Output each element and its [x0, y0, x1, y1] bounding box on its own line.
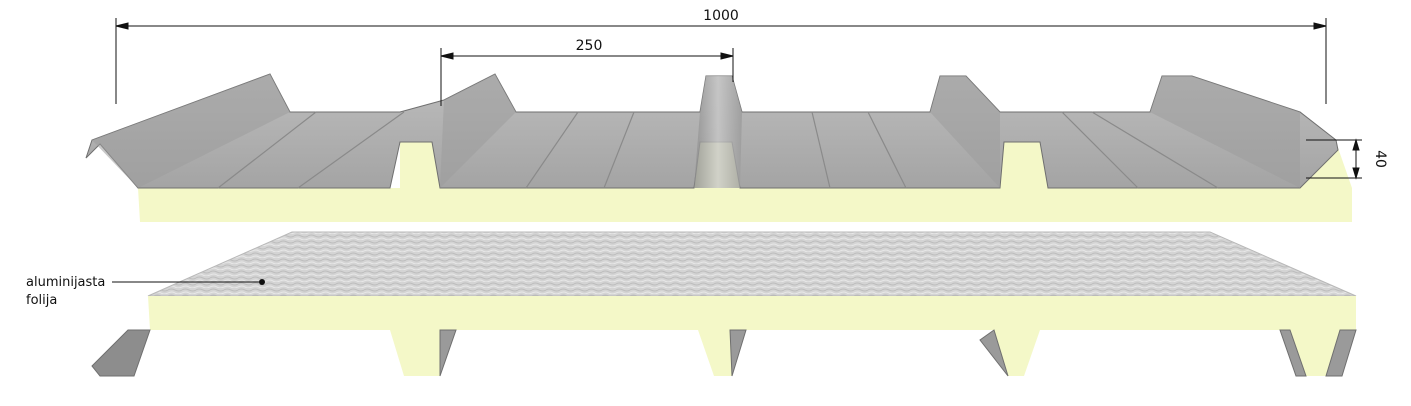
upper-rib-3 [694, 76, 742, 188]
dimension-rib-height [1306, 138, 1362, 180]
upper-rib-5 [1150, 76, 1300, 188]
lower-metal-sheet [91, 329, 1357, 377]
dimension-rib-height-label: 40 [1372, 150, 1388, 168]
upper-rib-1 [92, 74, 290, 188]
dimension-overall-width [115, 18, 1327, 104]
dimension-overall-width-label: 1000 [703, 8, 739, 24]
lower-foam-core [148, 296, 1356, 376]
foil-label-line2: folija [26, 293, 58, 308]
dimension-rib-spacing-label: 250 [576, 38, 603, 54]
upper-rib-4 [930, 76, 1000, 188]
foil-label-line1: aluminijasta [26, 275, 106, 290]
upper-foam-core [138, 142, 1352, 222]
upper-stiffening-grooves [217, 111, 1219, 189]
upper-rib-2 [440, 74, 516, 188]
dimension-rib-spacing [440, 48, 734, 106]
foil-leader-line [112, 279, 265, 285]
aluminum-foil-face [147, 231, 1357, 297]
